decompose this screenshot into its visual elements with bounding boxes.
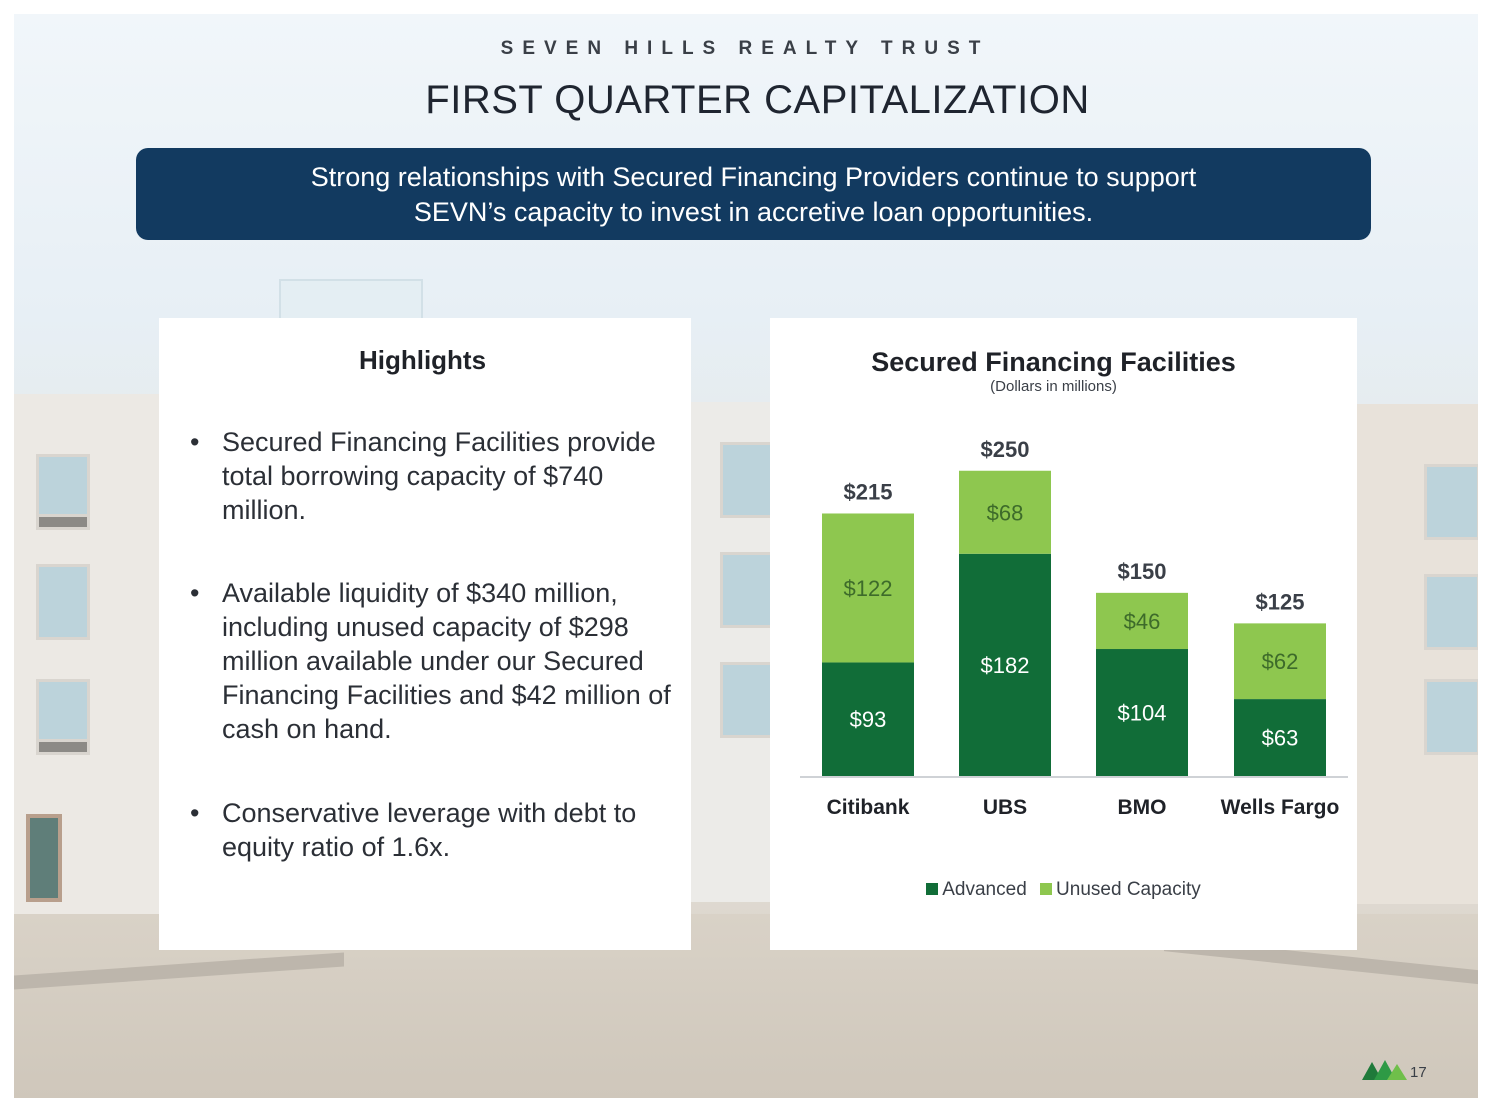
data-label-advanced: $63 bbox=[1262, 726, 1299, 751]
data-label-advanced: $104 bbox=[1118, 701, 1167, 726]
seven-hills-logo-icon bbox=[1362, 1060, 1407, 1080]
data-label-unused: $122 bbox=[844, 576, 893, 601]
banner-line-2: SEVN’s capacity to invest in accretive l… bbox=[413, 197, 1094, 227]
banner-line-1: Strong relationships with Secured Financ… bbox=[310, 162, 1197, 192]
data-label-unused: $68 bbox=[987, 500, 1024, 525]
category-label: Citibank bbox=[827, 796, 910, 819]
bar-advanced-citibank bbox=[822, 662, 914, 776]
data-label-unused: $46 bbox=[1124, 609, 1161, 634]
highlights-title: Highlights bbox=[358, 345, 487, 375]
background-door bbox=[26, 814, 62, 902]
company-name: SEVEN HILLS REALTY TRUST bbox=[500, 38, 990, 59]
data-label-unused: $62 bbox=[1262, 649, 1299, 674]
bullet-marker: • bbox=[190, 798, 200, 828]
highlights-panel bbox=[159, 318, 691, 950]
bar-advanced-bmo bbox=[1096, 649, 1188, 776]
total-label: $125 bbox=[1256, 589, 1305, 614]
category-label: Wells Fargo bbox=[1221, 796, 1340, 819]
legend-item-advanced: Advanced bbox=[926, 879, 1027, 901]
category-label: BMO bbox=[1118, 796, 1167, 819]
chart-legend: Advanced Unused Capacity bbox=[770, 879, 1357, 901]
background-building-right bbox=[1354, 404, 1478, 904]
background-building-left bbox=[14, 394, 164, 914]
page-title: FIRST QUARTER CAPITALIZATION bbox=[425, 78, 1090, 122]
bar-unused-bmo bbox=[1096, 592, 1188, 650]
highlight-text: Available liquidity of $340 million, inc… bbox=[222, 578, 671, 744]
summary-banner: Strong relationships with Secured Financ… bbox=[136, 148, 1371, 240]
category-label: UBS bbox=[983, 796, 1027, 819]
chart-subtitle: (Dollars in millions) bbox=[990, 378, 1117, 395]
page-number: 17 bbox=[1410, 1064, 1427, 1081]
total-label: $250 bbox=[981, 437, 1030, 462]
legend-label-unused: Unused Capacity bbox=[1056, 879, 1201, 900]
total-label: $215 bbox=[844, 479, 893, 504]
legend-swatch-unused bbox=[1040, 883, 1053, 895]
bullet-marker: • bbox=[190, 427, 200, 457]
legend-item-unused: Unused Capacity bbox=[1040, 879, 1201, 901]
bar-unused-citibank bbox=[822, 513, 914, 663]
bar-unused-ubs bbox=[959, 470, 1051, 554]
bullet-marker: • bbox=[190, 578, 200, 608]
stacked-bar-chart: $93 $122 $215 Citibank $182 $68 $250 UBS $104 $46… bbox=[800, 437, 1348, 819]
background-building-middle bbox=[690, 402, 780, 902]
chart-title: Secured Financing Facilities bbox=[871, 347, 1236, 377]
bar-unused-wells-fargo bbox=[1234, 623, 1326, 700]
highlight-text: Secured Financing Facilities provide tot… bbox=[222, 427, 656, 525]
bar-advanced-ubs bbox=[959, 553, 1051, 776]
bar-advanced-wells-fargo bbox=[1234, 699, 1326, 776]
highlight-text: Conservative leverage with debt to equit… bbox=[222, 798, 637, 862]
data-label-advanced: $182 bbox=[981, 653, 1030, 678]
legend-swatch-advanced bbox=[926, 883, 939, 895]
data-label-advanced: $93 bbox=[850, 707, 887, 732]
total-label: $150 bbox=[1118, 559, 1167, 584]
legend-label-advanced: Advanced bbox=[942, 879, 1027, 900]
